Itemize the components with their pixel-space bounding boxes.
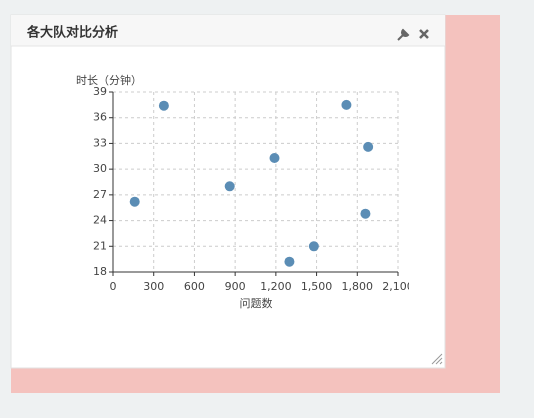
y-tick-label: 36: [93, 111, 107, 124]
panel-header: [11, 15, 445, 46]
y-tick-label: 24: [93, 214, 107, 227]
close-icon[interactable]: [419, 29, 429, 39]
settings-icon[interactable]: [397, 28, 410, 41]
resize-handle[interactable]: [431, 353, 443, 365]
x-tick-label: 2,100: [382, 280, 414, 293]
y-tick-label: 21: [93, 239, 107, 252]
point: [363, 141, 374, 152]
point: [269, 153, 280, 163]
x-tick-label: 300: [143, 280, 164, 293]
panel-title: 各大队对比分析: [26, 25, 118, 41]
panel: [10, 14, 446, 369]
y-tick-label: 33: [93, 136, 107, 149]
x-tick-label: 1,800: [342, 280, 374, 293]
y-tick-label: 27: [93, 188, 107, 201]
point: [284, 256, 295, 267]
point: [308, 241, 319, 252]
point: [341, 99, 352, 110]
x-tick-label: 1,500: [301, 280, 333, 293]
y-tick-label: 30: [93, 162, 107, 175]
y-tick-label: 18: [93, 265, 107, 278]
point: [129, 196, 140, 207]
y-tick-label: 39: [93, 85, 107, 98]
x-tick-label: 0: [110, 280, 117, 293]
x-tick-label: 900: [225, 280, 246, 293]
x-tick-label: 600: [184, 280, 205, 293]
point: [360, 208, 371, 219]
plot: 18 21 24 27 30 33 36 39 0 300 600 900 1,200 1,500 1,80…: [93, 85, 414, 293]
y-axis-label: 时长（分钟）: [76, 73, 142, 87]
point: [224, 181, 235, 192]
point: [158, 100, 169, 111]
x-axis-label: 问题数: [240, 297, 273, 310]
x-tick-label: 1,200: [260, 280, 292, 293]
